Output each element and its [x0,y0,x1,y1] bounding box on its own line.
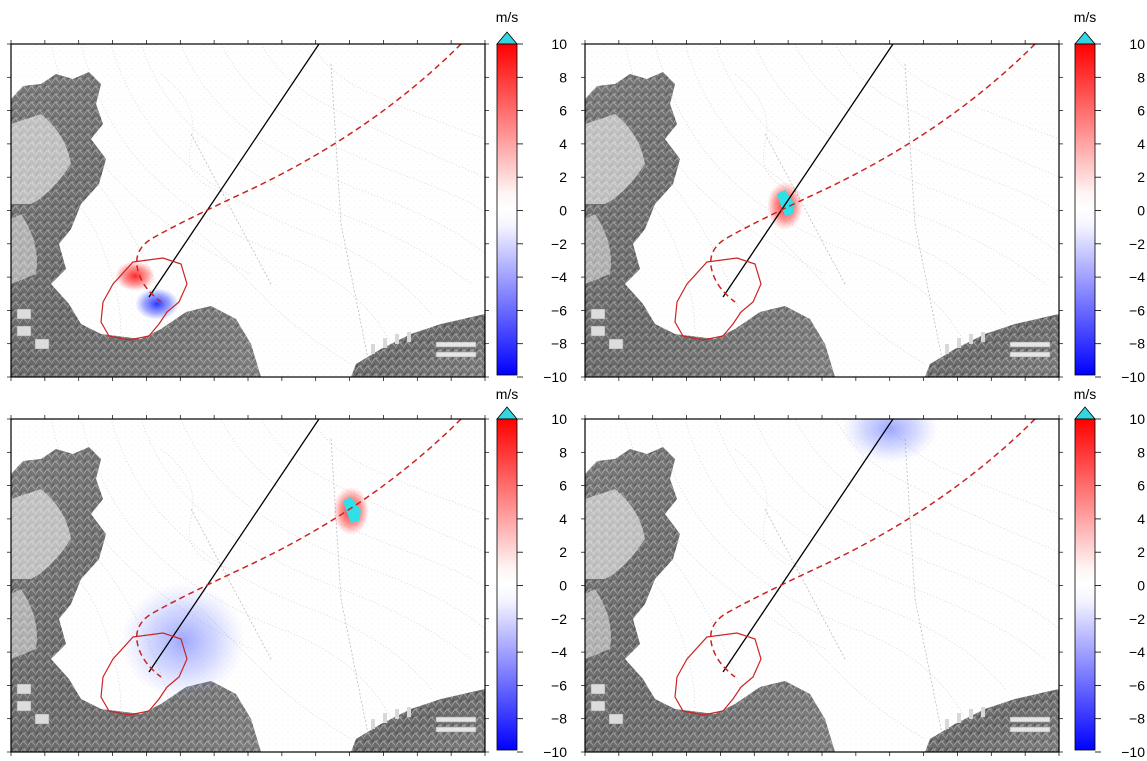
colorbar-tick-label: 10 [1129,36,1145,52]
colorbar-tick-label: −2 [1129,611,1145,627]
colorbar-tick-label: −8 [551,336,567,352]
colorbar-tick-label: 0 [559,578,567,594]
colorbar-tick-label: −4 [551,269,567,285]
anomaly-positive [115,261,155,291]
colorbar-tick-label: −8 [1129,336,1145,352]
colorbar-tick-label: 8 [559,444,567,460]
colorbar-ticks: 10 8 6 4 2 0 −2 −4 −6 −8 −10 10 8 6 4 2 0 −2 −4 −6 −8 −10 10 8 6… [517,36,1145,760]
colorbar-tick-label: 6 [559,478,567,494]
colorbar-tick-label: −8 [551,711,567,727]
panel-top-right [584,43,1060,378]
panel-top-left [10,43,486,378]
panel-frame-ticks [7,40,1063,756]
colorbar-tick-label: 2 [559,169,567,185]
anomaly-negative [842,419,938,463]
colorbar-tick-label: 4 [559,511,567,527]
colorbar-tick-label: −8 [1129,711,1145,727]
colorbar-tick-label: −4 [1129,644,1145,660]
colorbar-tick-label: −4 [551,644,567,660]
colorbar-tick-label: −4 [1129,269,1145,285]
colorbar-tick-label: 6 [1137,478,1145,494]
colorbar-tick-label: 4 [1137,136,1145,152]
colorbar-tick-label: 10 [551,411,567,427]
colorbar-tick-label: −2 [1129,236,1145,252]
colorbar-tick-label: −10 [543,369,567,385]
colorbar-tick-label: 10 [1129,411,1145,427]
colorbar-tick-label: −10 [543,744,567,760]
colorbar-bottom-right [1074,406,1096,751]
panel-bottom-right [584,418,1060,753]
colorbar-tick-label: 2 [1137,169,1145,185]
colorbar-tick-label: −10 [1121,744,1145,760]
colorbar-tick-label: −10 [1121,369,1145,385]
colorbar-tick-label: −6 [1129,677,1145,693]
colorbar-tick-label: −2 [551,611,567,627]
colorbar-tick-label: 6 [1137,103,1145,119]
colorbar-tick-label: −6 [1129,302,1145,318]
colorbar-top-right [1074,31,1096,376]
colorbar-tick-label: −6 [551,677,567,693]
colorbar-bottom-left [496,406,518,751]
colorbar-tick-label: 4 [559,136,567,152]
anomaly-negative [135,288,179,320]
colorbar-unit-label: m/s [1074,9,1097,25]
colorbar-unit-label: m/s [1074,386,1097,402]
colorbar-tick-label: 0 [1137,203,1145,219]
anomaly-negative [121,583,245,699]
colorbar-tick-label: 6 [559,103,567,119]
colorbar-top-left [496,31,518,376]
colorbar-tick-label: 2 [1137,544,1145,560]
colorbar-tick-label: −2 [551,236,567,252]
colorbar-unit-label: m/s [496,9,519,25]
colorbar-tick-label: 8 [1137,444,1145,460]
anomaly-saturated [343,497,361,523]
colorbar-tick-label: 8 [1137,69,1145,85]
colorbar-tick-label: 8 [559,69,567,85]
colorbar-tick-label: 4 [1137,511,1145,527]
colorbar-tick-label: 0 [1137,578,1145,594]
colorbar-tick-label: 10 [551,36,567,52]
colorbar-tick-label: 2 [559,544,567,560]
colorbar-unit-label: m/s [496,386,519,402]
panel-bottom-left [10,418,486,753]
colorbar-tick-label: 0 [559,203,567,219]
colorbar-tick-label: −6 [551,302,567,318]
